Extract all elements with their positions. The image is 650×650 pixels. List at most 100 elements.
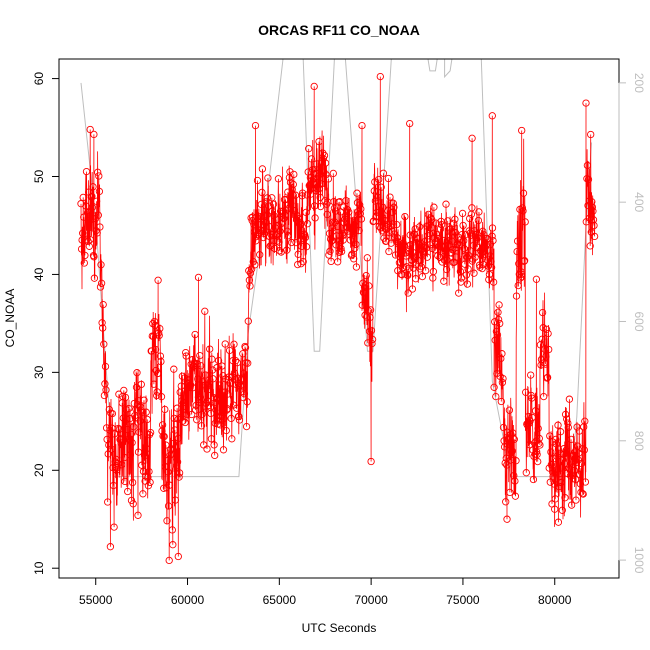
co-noaa-point [355, 226, 363, 235]
co-noaa-point [102, 386, 110, 394]
co-noaa-point [464, 251, 473, 259]
co-noaa-point [93, 229, 101, 237]
co-noaa-point [205, 385, 213, 394]
co-noaa-point [545, 345, 553, 354]
co-noaa-point [339, 236, 347, 244]
co-noaa-point [104, 498, 112, 506]
co-noaa-point [134, 511, 142, 519]
co-noaa-point [506, 488, 514, 497]
co-noaa-point [307, 190, 315, 198]
co-noaa-point [560, 460, 569, 468]
co-noaa-point [275, 238, 283, 246]
co-noaa-point [424, 232, 432, 240]
co-noaa-point [88, 203, 97, 212]
co-noaa-point [317, 180, 325, 188]
right-tick-label: 600 [632, 311, 646, 331]
co-noaa-point [157, 393, 166, 401]
x-axis-label: UTC Seconds [302, 621, 377, 635]
co-noaa-point [171, 496, 180, 504]
co-noaa-point [239, 393, 247, 402]
co-noaa-point [517, 268, 525, 276]
co-noaa-point [532, 448, 541, 456]
co-noaa-point [189, 384, 197, 392]
co-noaa-point [260, 206, 269, 214]
co-noaa-point [128, 439, 136, 447]
co-noaa-point [368, 339, 376, 348]
co-noaa-point [243, 398, 251, 406]
co-noaa-point [350, 216, 358, 224]
co-noaa-point [406, 231, 414, 239]
co-noaa-point [469, 241, 478, 250]
co-noaa-point [415, 223, 424, 231]
co-noaa-point [86, 235, 94, 244]
co-noaa-point [470, 227, 479, 235]
co-noaa-point [331, 207, 340, 215]
co-noaa-point [216, 381, 224, 389]
co-noaa-point [216, 421, 224, 429]
co-noaa-point [264, 202, 273, 210]
co-noaa-point [590, 232, 599, 241]
co-noaa-point [157, 357, 165, 366]
co-noaa-point [320, 168, 328, 176]
co-noaa-point [428, 215, 436, 224]
co-noaa-point [471, 253, 479, 261]
co-noaa-point [110, 523, 118, 531]
chart-title: ORCAS RF11 CO_NOAA [258, 22, 420, 38]
co-noaa-point [250, 220, 258, 228]
co-noaa-point [228, 435, 236, 443]
co-noaa-point [584, 201, 592, 210]
co-noaa-point [393, 234, 401, 242]
co-noaa-point [378, 227, 386, 235]
co-noaa-point [203, 397, 212, 405]
co-noaa-point [169, 541, 177, 549]
co-noaa-point [382, 237, 390, 245]
co-noaa-point [302, 208, 310, 217]
co-noaa-point [505, 406, 514, 414]
co-noaa-point [447, 249, 456, 257]
co-noaa-point [294, 250, 302, 258]
co-noaa-point [459, 221, 467, 230]
co-noaa-point [98, 319, 106, 327]
co-noaa-point [519, 207, 527, 215]
co-noaa-point [105, 441, 113, 449]
co-noaa-point [567, 501, 576, 509]
co-noaa-point [246, 282, 254, 290]
co-noaa-point [204, 381, 212, 390]
co-noaa-point [434, 252, 442, 260]
co-noaa-point [362, 271, 370, 280]
co-noaa-point [80, 213, 88, 221]
co-noaa-point [488, 224, 497, 232]
co-noaa-point [438, 258, 446, 266]
co-noaa-point [588, 198, 596, 206]
co-noaa-point [367, 326, 376, 335]
co-noaa-point [92, 197, 101, 205]
co-noaa-point [180, 398, 188, 407]
co-noaa-point [366, 306, 375, 314]
co-noaa-point [86, 125, 94, 134]
co-noaa-point [168, 526, 176, 534]
co-noaa-point [510, 435, 518, 443]
co-noaa-point [107, 445, 115, 453]
co-noaa-point [137, 403, 145, 411]
co-noaa-point [266, 242, 274, 250]
co-noaa-point [276, 227, 284, 235]
co-noaa-point [258, 188, 266, 197]
co-noaa-point [334, 237, 342, 245]
co-noaa-point [144, 473, 152, 481]
co-noaa-point [423, 253, 431, 261]
co-noaa-point [212, 398, 220, 407]
co-noaa-point [470, 269, 478, 277]
co-noaa-point [79, 229, 87, 237]
co-noaa-point [246, 269, 255, 277]
co-noaa-point [562, 446, 570, 454]
co-noaa-point [144, 482, 153, 490]
co-noaa-point [561, 410, 570, 419]
co-noaa-point [235, 412, 243, 421]
co-noaa-point [359, 288, 368, 296]
co-noaa-point [452, 253, 460, 261]
co-noaa-point [527, 391, 535, 400]
co-noaa-point [408, 285, 417, 293]
co-noaa-point [153, 388, 161, 396]
co-noaa-point [305, 145, 313, 153]
co-noaa-point [124, 487, 132, 496]
